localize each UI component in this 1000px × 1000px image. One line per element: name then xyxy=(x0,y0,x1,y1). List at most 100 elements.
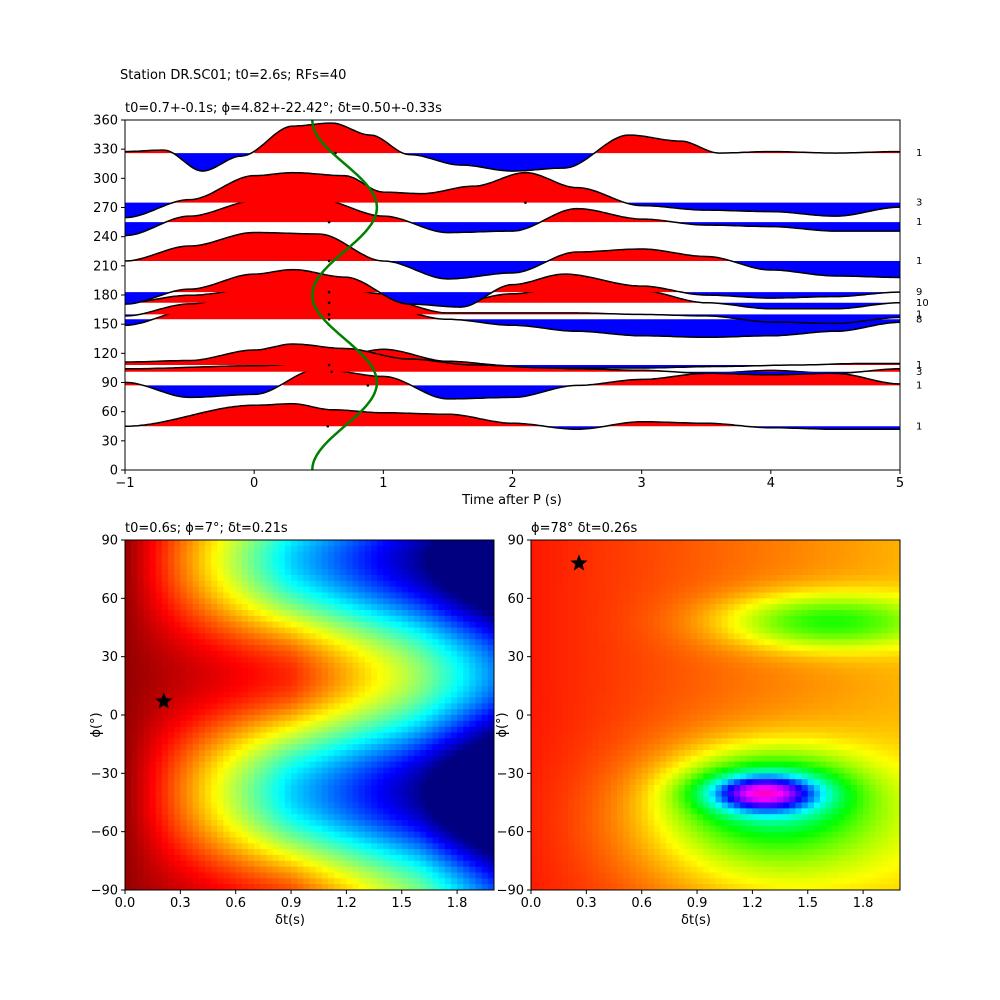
heatmap-cell xyxy=(395,715,403,722)
heatmap-cell xyxy=(309,668,317,675)
heatmap-cell xyxy=(567,761,575,769)
heatmap-cell xyxy=(217,580,224,588)
heatmap-cell xyxy=(457,540,464,547)
heatmap-cell xyxy=(574,843,581,850)
heatmap-cell xyxy=(426,709,434,716)
heatmap-cell xyxy=(610,820,618,827)
heatmap-cell xyxy=(450,668,458,675)
heatmap-cell xyxy=(223,843,231,850)
heatmap-cell xyxy=(223,779,231,786)
heatmap-cell xyxy=(211,685,218,693)
heatmap-cell xyxy=(211,732,218,739)
heatmap-cell xyxy=(125,569,132,576)
heatmap-cell xyxy=(358,878,366,885)
heatmap-cell xyxy=(487,884,494,890)
heatmap-cell xyxy=(407,592,415,599)
heatmap-cell xyxy=(260,720,268,728)
heatmap-cell xyxy=(377,586,384,594)
heatmap-cell xyxy=(321,685,329,693)
heatmap-cell xyxy=(223,586,231,594)
y-tick-label: 90 xyxy=(101,534,118,549)
heatmap-cell xyxy=(321,604,329,611)
heatmap-cell xyxy=(635,814,643,821)
heatmap-cell xyxy=(377,837,384,844)
heatmap-cell xyxy=(241,685,249,693)
heatmap-cell xyxy=(284,680,292,687)
heatmap-cell xyxy=(389,750,397,757)
heatmap-cell xyxy=(377,773,384,780)
heatmap-cell xyxy=(155,884,163,890)
heatmap-cell xyxy=(358,872,366,879)
heatmap-cell xyxy=(617,650,624,658)
heatmap-cell xyxy=(241,569,249,576)
heatmap-cell xyxy=(266,773,274,780)
heatmap-cell xyxy=(229,726,237,734)
heatmap-cell xyxy=(364,767,372,774)
heatmap-cell xyxy=(395,773,403,780)
heatmap-cell xyxy=(555,674,563,681)
heatmap-cell xyxy=(414,610,421,617)
heatmap-right-title: ϕ=78° δt=0.26s xyxy=(531,521,638,536)
heatmap-cell xyxy=(155,796,163,804)
heatmap-cell xyxy=(463,726,470,734)
heatmap-cell xyxy=(475,691,483,699)
heatmap-cell xyxy=(340,825,347,833)
heatmap-cell xyxy=(420,849,427,856)
heatmap-cell xyxy=(125,691,132,699)
heatmap-cell xyxy=(266,767,274,774)
heatmap-cell xyxy=(561,866,569,874)
heatmap-cell xyxy=(168,615,175,623)
heatmap-cell xyxy=(278,569,286,576)
heatmap-cell xyxy=(321,796,329,804)
heatmap-cell xyxy=(149,540,157,547)
heatmap-cell xyxy=(334,878,341,885)
heatmap-cell xyxy=(186,691,194,699)
heatmap-cell xyxy=(315,615,323,623)
heatmap-cell xyxy=(346,825,354,833)
heatmap-cell xyxy=(580,750,587,757)
heatmap-cell xyxy=(407,697,415,704)
heatmap-cell xyxy=(223,837,231,844)
heatmap-cell xyxy=(254,720,261,728)
heatmap-cell xyxy=(334,645,341,652)
heatmap-cell xyxy=(537,808,544,815)
heatmap-cell xyxy=(266,878,274,885)
heatmap-cell xyxy=(297,849,304,856)
heatmap-cell xyxy=(371,656,378,664)
heatmap-cell xyxy=(327,598,335,605)
heatmap-cell xyxy=(161,598,169,605)
heatmap-cell xyxy=(598,674,606,681)
heatmap-cell xyxy=(641,884,649,890)
heatmap-cell xyxy=(377,645,384,652)
heatmap-cell xyxy=(364,878,372,885)
heatmap-cell xyxy=(315,814,323,821)
heatmap-cell xyxy=(137,703,145,710)
heatmap-cell xyxy=(315,633,323,640)
heatmap-cell xyxy=(414,726,421,734)
heatmap-cell xyxy=(438,820,446,827)
heatmap-cell xyxy=(346,884,354,890)
heatmap-cell xyxy=(254,866,261,874)
heatmap-cell xyxy=(303,843,311,850)
heatmap-cell xyxy=(426,639,434,646)
heatmap-cell xyxy=(352,878,360,885)
heatmap-cell xyxy=(358,674,366,681)
heatmap-cell xyxy=(254,755,261,763)
heatmap-cell xyxy=(580,592,587,599)
heatmap-cell xyxy=(543,790,551,798)
heatmap-cell xyxy=(623,697,630,704)
heatmap-cell xyxy=(450,615,458,623)
heatmap-cell xyxy=(278,732,286,739)
heatmap-cell xyxy=(598,796,606,804)
heatmap-cell xyxy=(444,790,452,798)
heatmap-cell xyxy=(217,633,224,640)
heatmap-cell xyxy=(617,884,624,890)
heatmap-cell xyxy=(180,674,188,681)
heatmap-cell xyxy=(235,814,243,821)
heatmap-cell xyxy=(155,575,163,582)
heatmap-cell xyxy=(371,761,378,769)
heatmap-cell xyxy=(352,849,360,856)
heatmap-cell xyxy=(555,884,563,890)
heatmap-cell xyxy=(223,557,231,564)
heatmap-cell xyxy=(334,796,341,804)
